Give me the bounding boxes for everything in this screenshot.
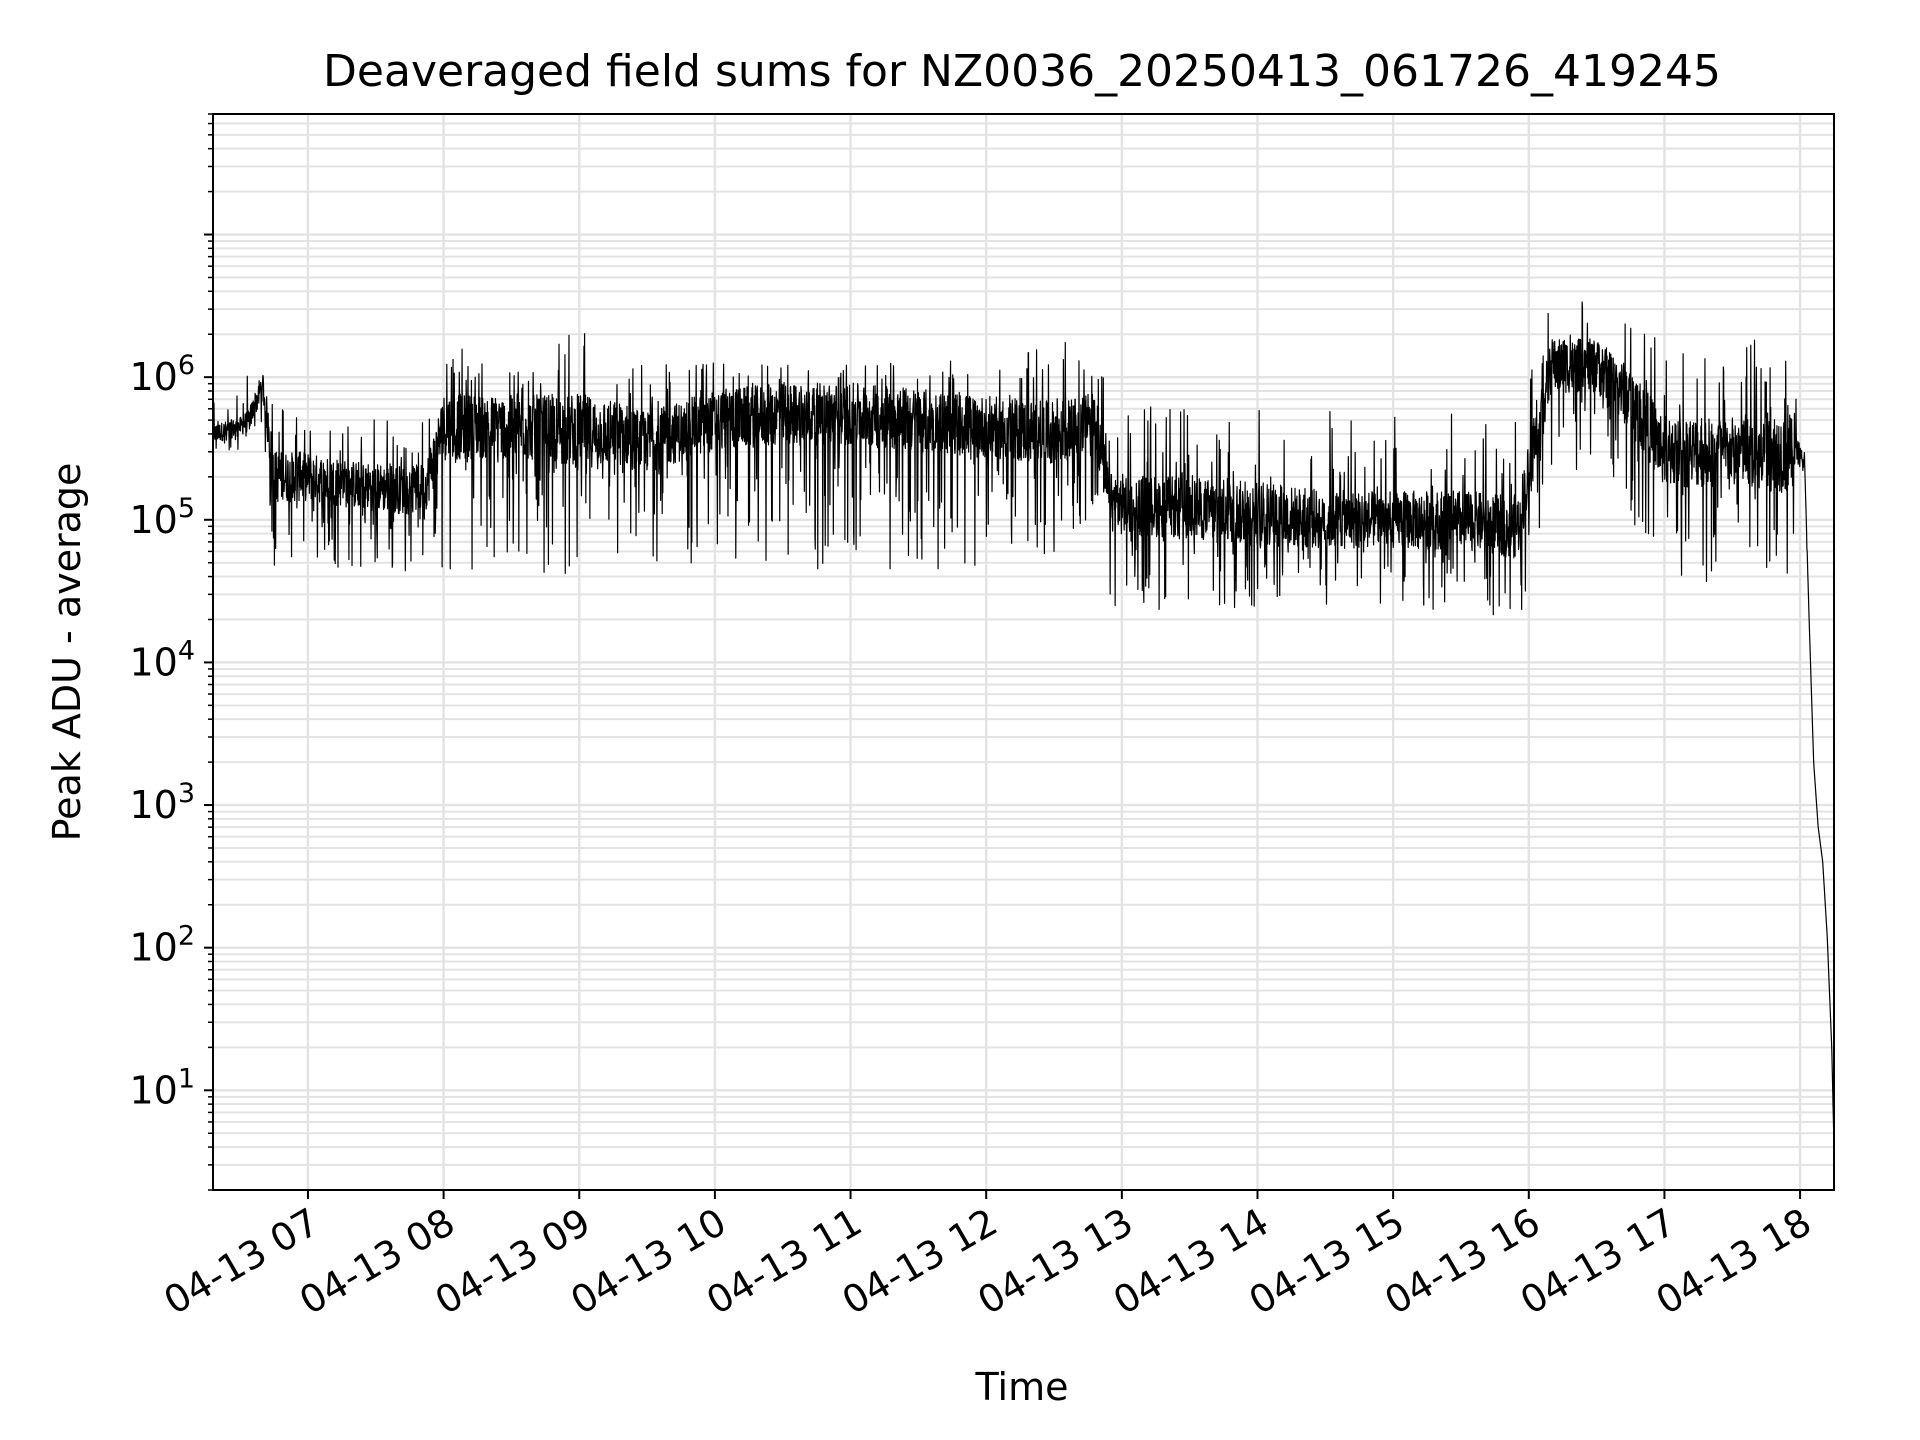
series-line xyxy=(212,301,1835,1148)
y-tick-label-base: 10 xyxy=(129,926,177,970)
y-tick-label: 102 xyxy=(129,921,195,970)
plot-frame xyxy=(212,113,1835,1191)
y-tick-label-exponent: 4 xyxy=(178,635,195,666)
y-tick-label-exponent: 1 xyxy=(178,1063,195,1094)
y-tick-label-base: 10 xyxy=(129,1068,177,1112)
y-tick-label: 101 xyxy=(129,1063,195,1112)
y-tick-label: 104 xyxy=(129,635,195,684)
y-tick-label-base: 10 xyxy=(129,783,177,827)
y-tick-label-exponent: 5 xyxy=(178,493,195,524)
x-axis-label: Time xyxy=(975,1365,1069,1409)
y-tick-label-exponent: 6 xyxy=(178,350,195,381)
y-tick-label: 105 xyxy=(129,493,195,542)
y-tick-label-exponent: 3 xyxy=(178,778,195,809)
grid xyxy=(213,113,1834,1191)
y-axis-label: Peak ADU - average xyxy=(45,463,89,842)
y-tick-label-base: 10 xyxy=(129,355,177,399)
chart-title: Deaveraged field sums for NZ0036_2025041… xyxy=(323,46,1721,97)
y-tick-label: 106 xyxy=(129,350,195,399)
y-tick-label: 103 xyxy=(129,778,195,827)
data-series xyxy=(212,301,1835,1148)
y-tick-label-base: 10 xyxy=(129,640,177,684)
y-tick-label-exponent: 2 xyxy=(178,921,195,952)
y-tick-label-base: 10 xyxy=(129,498,177,542)
